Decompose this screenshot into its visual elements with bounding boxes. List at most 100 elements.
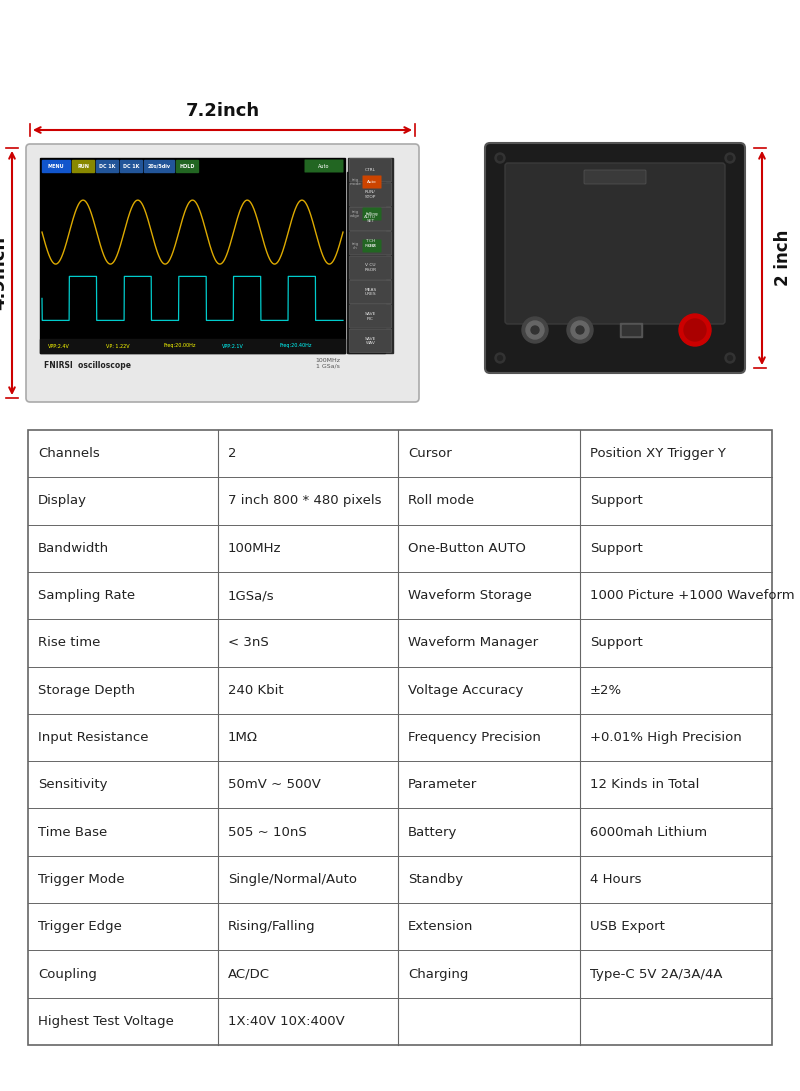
Text: HOLD: HOLD (179, 164, 194, 168)
Text: falling: falling (366, 212, 378, 216)
Text: CTRL: CTRL (365, 168, 376, 172)
Text: Bandwidth: Bandwidth (38, 542, 109, 554)
Text: trig
mode: trig mode (349, 178, 361, 187)
Text: 2 inch: 2 inch (774, 230, 792, 286)
Bar (42, 160, 70, 172)
Text: 1MΩ: 1MΩ (228, 731, 258, 744)
Text: AC/DC: AC/DC (228, 968, 270, 981)
Bar (40, 158, 345, 353)
Text: Rise time: Rise time (38, 636, 100, 649)
Circle shape (684, 319, 706, 341)
Text: Standby: Standby (408, 873, 463, 886)
Text: 12 Kinds in Total: 12 Kinds in Total (590, 778, 699, 791)
Bar (176, 160, 198, 172)
Circle shape (727, 356, 733, 360)
FancyBboxPatch shape (350, 256, 391, 279)
Text: Support: Support (590, 636, 642, 649)
FancyBboxPatch shape (362, 176, 382, 189)
Circle shape (522, 317, 548, 343)
Text: DC 1K: DC 1K (123, 164, 139, 168)
Text: 100MHz: 100MHz (228, 542, 282, 554)
Circle shape (679, 314, 711, 346)
Text: Support: Support (590, 542, 642, 554)
Text: VPP:2.4V: VPP:2.4V (48, 344, 70, 348)
Text: Channels: Channels (38, 447, 100, 460)
FancyBboxPatch shape (362, 207, 382, 220)
Bar (120, 160, 142, 172)
Bar (40, 339, 345, 353)
FancyBboxPatch shape (305, 159, 343, 172)
Circle shape (725, 153, 735, 163)
Text: Waveform Storage: Waveform Storage (408, 589, 532, 602)
Text: Freq:20.40Hz: Freq:20.40Hz (280, 344, 313, 348)
Circle shape (725, 353, 735, 363)
Text: trig
edge: trig edge (350, 209, 360, 218)
Text: Trigger Mode: Trigger Mode (38, 873, 125, 886)
Circle shape (727, 156, 733, 160)
Text: 505 ~ 10nS: 505 ~ 10nS (228, 826, 306, 839)
Bar (28, 430, 772, 1045)
Text: 7.2inch: 7.2inch (186, 101, 259, 120)
Text: Highest Test Voltage: Highest Test Voltage (38, 1015, 174, 1028)
FancyBboxPatch shape (350, 304, 391, 328)
Circle shape (526, 321, 544, 339)
Text: trig
ch: trig ch (351, 242, 358, 250)
Text: 7 inch 800 * 480 pixels: 7 inch 800 * 480 pixels (228, 494, 382, 507)
Text: Coupling: Coupling (38, 968, 97, 981)
Text: Input Resistance: Input Resistance (38, 731, 149, 744)
Bar (620, 323, 642, 337)
Text: 100MHz
1 GSa/s: 100MHz 1 GSa/s (315, 358, 340, 369)
Text: 20s/5div: 20s/5div (147, 164, 170, 168)
Text: Waveform Manager: Waveform Manager (408, 636, 538, 649)
FancyBboxPatch shape (350, 329, 391, 352)
Text: 240 Kbit: 240 Kbit (228, 684, 284, 697)
Text: FNIRSI  oscilloscope: FNIRSI oscilloscope (44, 360, 131, 370)
Text: Roll mode: Roll mode (408, 494, 474, 507)
Text: Freq:20.00Hz: Freq:20.00Hz (164, 344, 197, 348)
Bar (72, 160, 94, 172)
Circle shape (531, 326, 539, 334)
Text: Cursor: Cursor (408, 447, 452, 460)
Text: VPP:2.1V: VPP:2.1V (222, 344, 244, 348)
Bar (622, 325, 640, 335)
FancyBboxPatch shape (350, 280, 391, 303)
Text: Battery: Battery (408, 826, 458, 839)
Text: 50mV ~ 500V: 50mV ~ 500V (228, 778, 321, 791)
FancyBboxPatch shape (584, 170, 646, 184)
Text: 1000 Picture +1000 Waveform: 1000 Picture +1000 Waveform (590, 589, 794, 602)
FancyBboxPatch shape (26, 144, 419, 401)
Text: AUTO
SET: AUTO SET (365, 215, 377, 224)
Text: Auto: Auto (318, 164, 330, 168)
Bar (348, 158, 393, 353)
Circle shape (567, 317, 593, 343)
Text: Support: Support (590, 494, 642, 507)
Text: RUN: RUN (77, 164, 89, 168)
Text: SAVE
PIC: SAVE PIC (365, 312, 376, 321)
Text: T CH
RSOR: T CH RSOR (365, 239, 377, 248)
Text: Voltage Accuracy: Voltage Accuracy (408, 684, 523, 697)
Circle shape (498, 356, 502, 360)
Circle shape (576, 326, 584, 334)
FancyBboxPatch shape (350, 183, 391, 206)
Text: Sampling Rate: Sampling Rate (38, 589, 135, 602)
Text: ±2%: ±2% (590, 684, 622, 697)
Text: Trigger Edge: Trigger Edge (38, 920, 122, 933)
Circle shape (495, 153, 505, 163)
Text: Single/Normal/Auto: Single/Normal/Auto (228, 873, 357, 886)
Text: MEAS
URES: MEAS URES (364, 288, 377, 297)
Text: CH2: CH2 (368, 244, 376, 248)
Text: 4.9inch: 4.9inch (0, 236, 8, 310)
Circle shape (495, 353, 505, 363)
FancyBboxPatch shape (505, 163, 725, 324)
Text: 6000mah Lithium: 6000mah Lithium (590, 826, 707, 839)
Text: 4 Hours: 4 Hours (590, 873, 642, 886)
Text: Auto: Auto (367, 180, 377, 184)
Circle shape (571, 321, 589, 339)
Text: Position XY Trigger Y: Position XY Trigger Y (590, 447, 726, 460)
Text: < 3nS: < 3nS (228, 636, 269, 649)
Text: +0.01% High Precision: +0.01% High Precision (590, 731, 742, 744)
FancyBboxPatch shape (350, 158, 391, 182)
Text: Type-C 5V 2A/3A/4A: Type-C 5V 2A/3A/4A (590, 968, 722, 981)
Bar (96, 160, 118, 172)
Text: DC 1K: DC 1K (99, 164, 115, 168)
